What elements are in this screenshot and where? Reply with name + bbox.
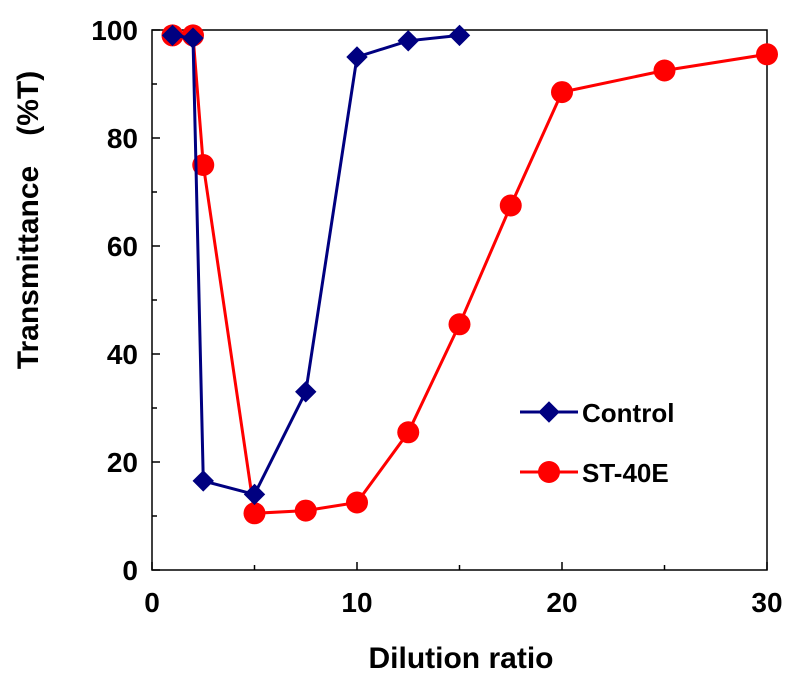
y-tick-label: 20 xyxy=(107,447,138,478)
data-point-st-40e xyxy=(499,194,522,217)
y-tick-label: 60 xyxy=(107,231,138,262)
data-point-st-40e xyxy=(243,502,266,525)
x-tick-label: 10 xyxy=(341,587,372,618)
series-st-40e xyxy=(161,24,778,525)
data-point-control xyxy=(397,30,419,52)
y-tick-label: 0 xyxy=(122,555,138,586)
y-tick-label: 40 xyxy=(107,339,138,370)
data-point-st-40e xyxy=(448,313,471,336)
data-point-st-40e xyxy=(192,154,215,176)
y-tick-label: 80 xyxy=(107,123,138,154)
series-line-st-40e xyxy=(172,33,768,515)
data-point-control xyxy=(448,24,471,47)
data-point-st-40e xyxy=(397,421,420,444)
data-point-st-40e xyxy=(346,491,368,514)
x-axis-title: Dilution ratio xyxy=(369,642,554,674)
legend-item-st-40e: ST-40E xyxy=(520,458,669,488)
axes xyxy=(151,29,768,571)
data-point-control xyxy=(161,24,184,47)
x-tick-label: 30 xyxy=(751,587,782,618)
data-point-control xyxy=(192,470,214,492)
series-control xyxy=(161,24,471,506)
y-tick-label: 100 xyxy=(91,15,138,46)
x-tick-label: 0 xyxy=(144,587,160,618)
series-line-control xyxy=(172,33,460,497)
legend-item-control: Control xyxy=(520,398,674,428)
data-point-control xyxy=(538,401,560,423)
data-point-control xyxy=(182,27,204,49)
x-tick-label: 20 xyxy=(546,587,577,618)
data-point-st-40e xyxy=(538,461,560,483)
data-point-st-40e xyxy=(551,81,573,104)
data-point-control xyxy=(295,381,317,403)
legend-label: ST-40E xyxy=(582,458,669,488)
legend: Control ST-40E xyxy=(520,398,674,488)
series-layer xyxy=(161,24,778,525)
ticks: 0 20 40 60 80 100 0 10 20 30 xyxy=(91,15,782,618)
data-point-st-40e xyxy=(756,43,778,66)
y-axis-title: Transmittance (%T) xyxy=(12,71,45,369)
data-point-st-40e xyxy=(653,59,676,82)
legend-label: Control xyxy=(582,398,674,428)
data-point-control xyxy=(346,46,368,68)
plot-frame xyxy=(151,29,768,571)
data-point-control xyxy=(243,483,266,506)
data-point-st-40e xyxy=(294,499,317,522)
